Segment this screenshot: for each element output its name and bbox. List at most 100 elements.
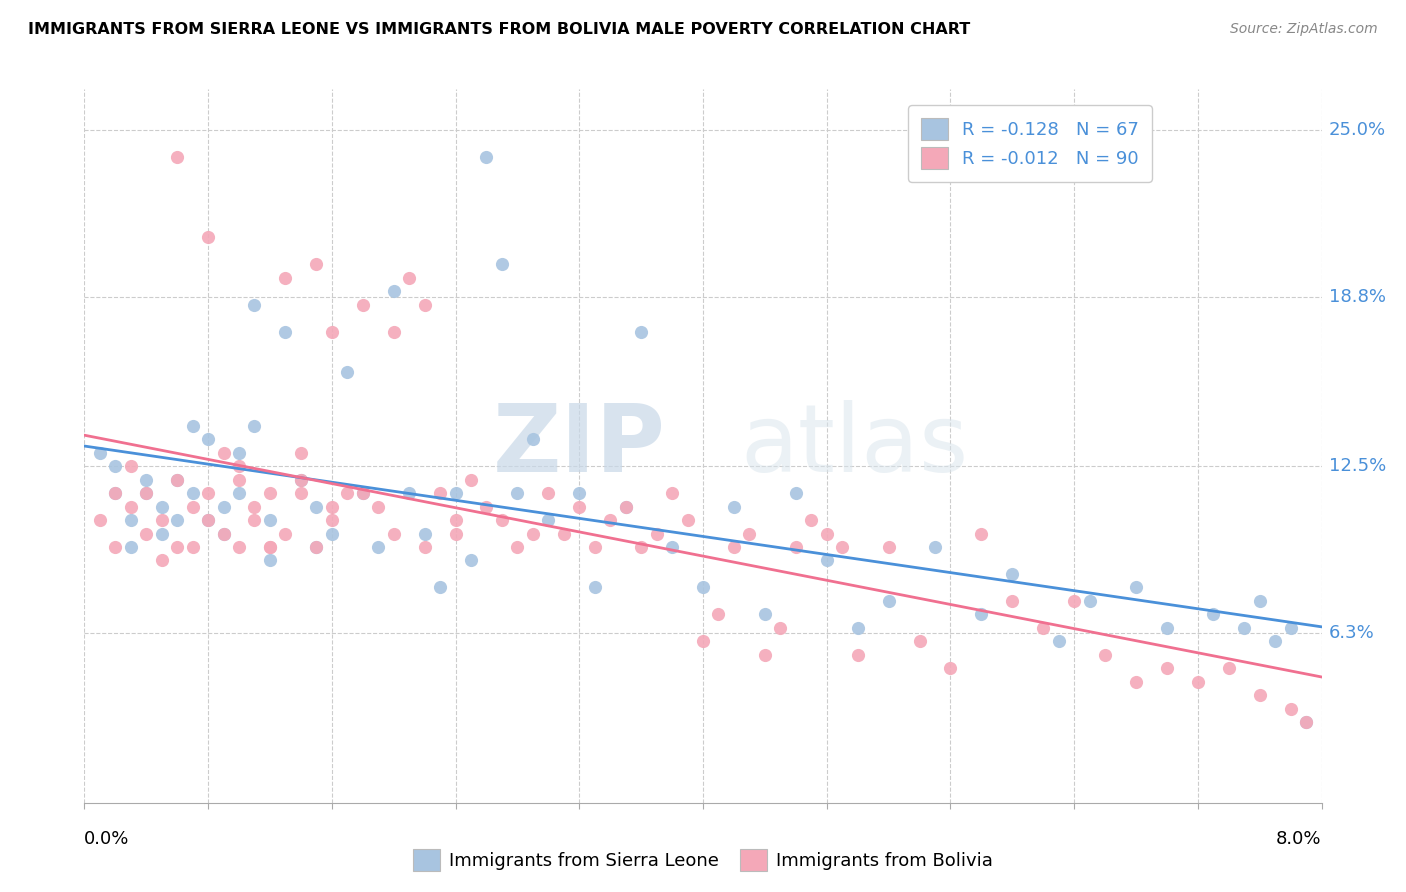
Point (754, 648, 776, 662)
Point (583, 580, 606, 594)
Point (413, 526, 436, 541)
Point (614, 500, 637, 514)
Point (274, 325, 297, 339)
Point (104, 459, 127, 474)
Point (398, 270, 420, 285)
Point (305, 540, 328, 554)
Point (398, 486, 420, 500)
Point (846, 648, 869, 662)
Point (336, 365, 359, 379)
Point (382, 526, 405, 541)
Point (1264, 634, 1286, 648)
Point (1249, 688, 1271, 702)
Point (1218, 661, 1240, 675)
Point (243, 500, 266, 514)
Text: ZIP: ZIP (494, 400, 666, 492)
Point (228, 459, 250, 474)
Point (367, 540, 389, 554)
Point (908, 634, 931, 648)
Point (120, 459, 142, 474)
Point (305, 257, 328, 271)
Point (692, 634, 714, 648)
Point (1063, 594, 1085, 608)
Point (630, 540, 652, 554)
Point (723, 540, 745, 554)
Point (120, 500, 142, 514)
Point (785, 540, 807, 554)
Point (120, 513, 142, 527)
Legend: R = -0.128   N = 67, R = -0.012   N = 90: R = -0.128 N = 67, R = -0.012 N = 90 (908, 105, 1152, 182)
Point (475, 500, 498, 514)
Point (1295, 714, 1317, 729)
Point (553, 526, 575, 541)
Point (1078, 594, 1101, 608)
Point (831, 540, 853, 554)
Point (367, 500, 389, 514)
Point (460, 553, 482, 567)
Point (104, 486, 127, 500)
Point (352, 486, 374, 500)
Point (568, 500, 591, 514)
Point (1001, 594, 1024, 608)
Point (181, 500, 204, 514)
Point (89, 513, 111, 527)
Text: 12.5%: 12.5% (1329, 458, 1386, 475)
Point (413, 298, 436, 312)
Point (676, 513, 699, 527)
Point (769, 621, 792, 635)
Point (1187, 674, 1209, 689)
Point (89, 446, 111, 460)
Point (1233, 621, 1256, 635)
Point (243, 513, 266, 527)
Point (135, 526, 157, 541)
Point (259, 553, 281, 567)
Point (1001, 566, 1024, 581)
Point (1295, 714, 1317, 729)
Point (321, 325, 343, 339)
Text: 18.8%: 18.8% (1329, 287, 1386, 306)
Point (150, 553, 173, 567)
Text: 0.0%: 0.0% (84, 830, 129, 847)
Point (135, 486, 157, 500)
Point (104, 486, 127, 500)
Point (1156, 621, 1178, 635)
Point (228, 446, 250, 460)
Point (429, 580, 451, 594)
Point (970, 607, 993, 622)
Legend: Immigrants from Sierra Leone, Immigrants from Bolivia: Immigrants from Sierra Leone, Immigrants… (405, 842, 1001, 879)
Point (305, 540, 328, 554)
Point (738, 526, 761, 541)
Point (166, 149, 188, 163)
Point (522, 432, 544, 446)
Point (924, 540, 946, 554)
Point (1279, 701, 1302, 715)
Point (537, 486, 560, 500)
Point (491, 257, 513, 271)
Text: atlas: atlas (740, 400, 969, 492)
Point (1125, 674, 1147, 689)
Point (166, 540, 188, 554)
Point (259, 540, 281, 554)
Point (877, 594, 900, 608)
Point (321, 526, 343, 541)
Point (259, 540, 281, 554)
Point (661, 486, 683, 500)
Point (274, 270, 297, 285)
Point (352, 486, 374, 500)
Point (305, 500, 328, 514)
Point (212, 526, 235, 541)
Point (274, 526, 297, 541)
Point (444, 486, 467, 500)
Point (1279, 621, 1302, 635)
Point (1094, 648, 1116, 662)
Text: 25.0%: 25.0% (1329, 120, 1386, 138)
Point (1202, 607, 1225, 622)
Point (707, 607, 730, 622)
Text: Source: ZipAtlas.com: Source: ZipAtlas.com (1230, 22, 1378, 37)
Point (568, 486, 591, 500)
Point (692, 580, 714, 594)
Point (135, 486, 157, 500)
Point (846, 621, 869, 635)
Point (197, 486, 219, 500)
Point (506, 486, 529, 500)
